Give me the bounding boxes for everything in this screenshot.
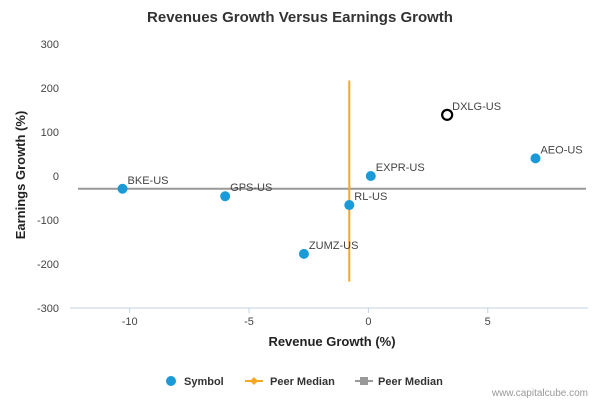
data-point [530, 153, 541, 164]
credit-text: www.capitalcube.com [491, 388, 588, 399]
y-tick-label: -200 [37, 259, 59, 271]
data-point [117, 183, 128, 194]
legend: Symbol Peer Median Peer Median [166, 376, 443, 388]
y-axis-title: Earnings Growth (%) [13, 111, 28, 240]
x-tick-label: -10 [122, 316, 138, 328]
y-tick-label: 300 [41, 39, 59, 51]
y-tick-label: 200 [41, 83, 59, 95]
data-point [220, 191, 231, 202]
data-point-label: GPS-US [230, 182, 272, 194]
legend-peer-median-earnings-marker[interactable] [360, 377, 368, 385]
chart-title: Revenues Growth Versus Earnings Growth [147, 9, 453, 26]
x-tick-label: 0 [365, 316, 371, 328]
data-point [344, 200, 355, 211]
x-tick-label: 5 [485, 316, 491, 328]
data-point-label: ZUMZ-US [309, 240, 359, 252]
x-tick-label: -5 [244, 316, 254, 328]
data-point-label: BKE-US [128, 175, 169, 187]
y-tick-label: -100 [37, 215, 59, 227]
legend-peer-median-revenue-label[interactable]: Peer Median [270, 376, 335, 388]
legend-symbol-marker[interactable] [166, 376, 176, 386]
legend-symbol-label[interactable]: Symbol [184, 376, 224, 388]
legend-peer-median-earnings-label[interactable]: Peer Median [378, 376, 443, 388]
highlight-point-label: DXLG-US [452, 101, 501, 113]
y-tick-label: 0 [53, 171, 59, 183]
plot-area: -10 -5 0 5 300 200 100 0 -100 -200 -300 BKE-US GPS-U… [37, 39, 588, 328]
highlight-point [441, 108, 454, 121]
data-point [298, 248, 309, 259]
data-point [365, 171, 376, 181]
data-point-label: AEO-US [540, 144, 582, 156]
y-tick-label: -300 [37, 303, 59, 315]
x-axis-title: Revenue Growth (%) [268, 334, 395, 349]
legend-peer-median-revenue-marker[interactable] [250, 377, 258, 385]
y-tick-label: 100 [41, 127, 59, 139]
data-point-label: EXPR-US [376, 162, 425, 174]
data-point-label: RL-US [354, 191, 387, 203]
